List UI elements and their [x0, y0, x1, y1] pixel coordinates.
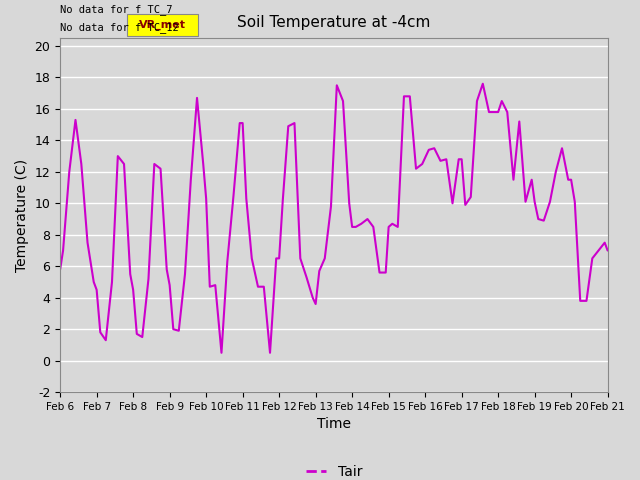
Title: Soil Temperature at -4cm: Soil Temperature at -4cm [237, 15, 431, 30]
Text: No data for f TC_7: No data for f TC_7 [60, 4, 173, 15]
FancyBboxPatch shape [127, 14, 198, 36]
Legend: Tair: Tair [300, 459, 367, 480]
Text: No data for f TC_12: No data for f TC_12 [60, 23, 179, 33]
Text: VR_met: VR_met [139, 20, 186, 30]
X-axis label: Time: Time [317, 418, 351, 432]
Y-axis label: Temperature (C): Temperature (C) [15, 158, 29, 272]
